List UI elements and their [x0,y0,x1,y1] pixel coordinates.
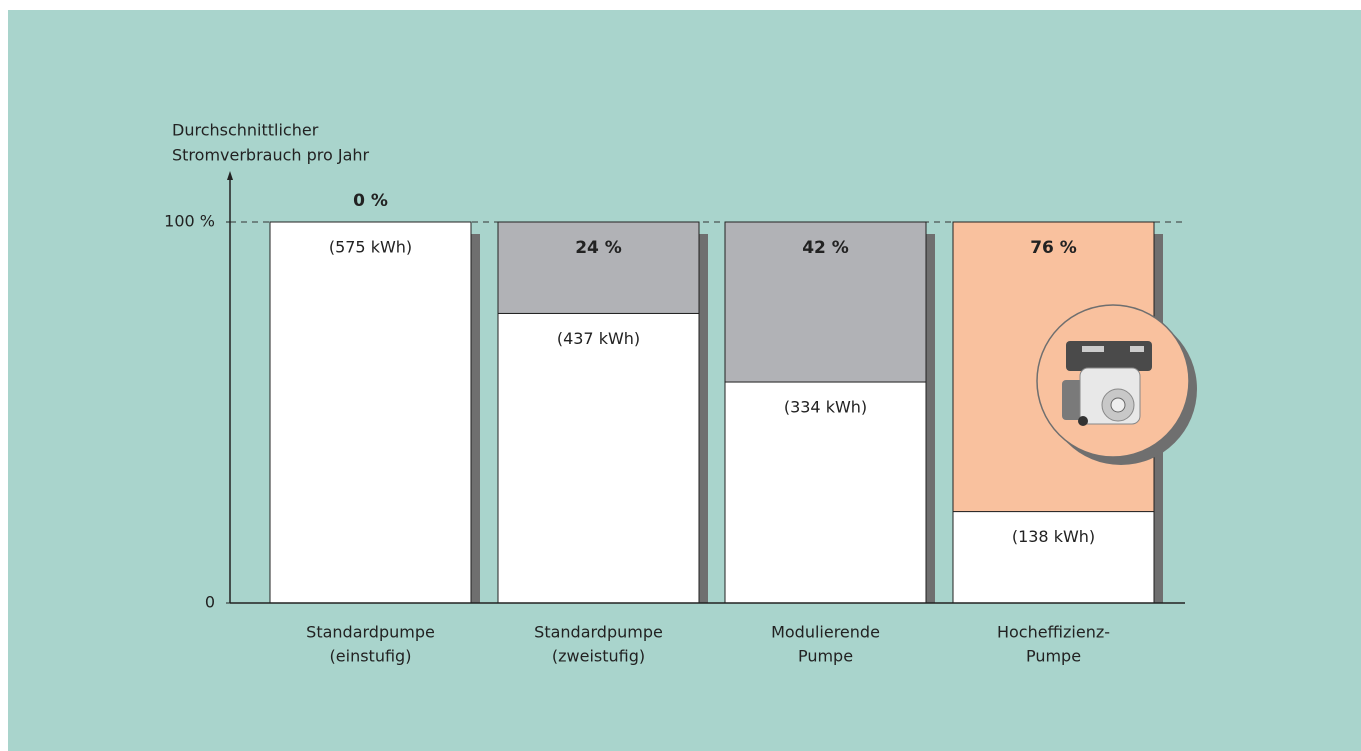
bar-segment [498,222,699,313]
kwh-label: (334 kWh) [784,398,867,417]
value-label: 76 % [1030,238,1077,258]
pump-head [1066,341,1152,371]
y-axis-label: Durchschnittlicher [172,121,319,140]
bar-segment [498,313,699,603]
value-label: 24 % [575,238,622,258]
x-tick-label: Hocheffizienz- [997,623,1110,642]
kwh-label: (138 kWh) [1012,527,1095,546]
x-tick-label: Standardpumpe [306,623,435,642]
value-label: 0 % [353,191,388,211]
pump-detail [1082,346,1104,352]
x-tick-label: Standardpumpe [534,623,663,642]
bar-shadow [926,234,935,603]
x-tick-label: (zweistufig) [552,647,645,666]
bar-shadow [699,234,708,603]
x-tick-label: Pumpe [798,647,853,666]
kwh-label: (575 kWh) [329,238,412,257]
x-tick-label: (einstufig) [330,647,412,666]
x-tick-label: Pumpe [1026,647,1081,666]
y-axis-label: Stromverbrauch pro Jahr [172,146,370,165]
value-label: 42 % [802,238,849,258]
kwh-label: (437 kWh) [557,329,640,348]
pump-detail [1130,346,1144,352]
bar-segment [953,512,1154,603]
pump-bolt [1078,416,1088,426]
y-tick-label: 0 [205,593,215,612]
y-tick-label: 100 % [164,212,215,231]
x-tick-label: Modulierende [771,623,880,642]
chart: Durchschnittlicher Stromverbrauch pro Ja… [0,0,1361,751]
bar-shadow [471,234,480,603]
pump-screw [1111,398,1125,412]
bar-segment [270,222,471,603]
